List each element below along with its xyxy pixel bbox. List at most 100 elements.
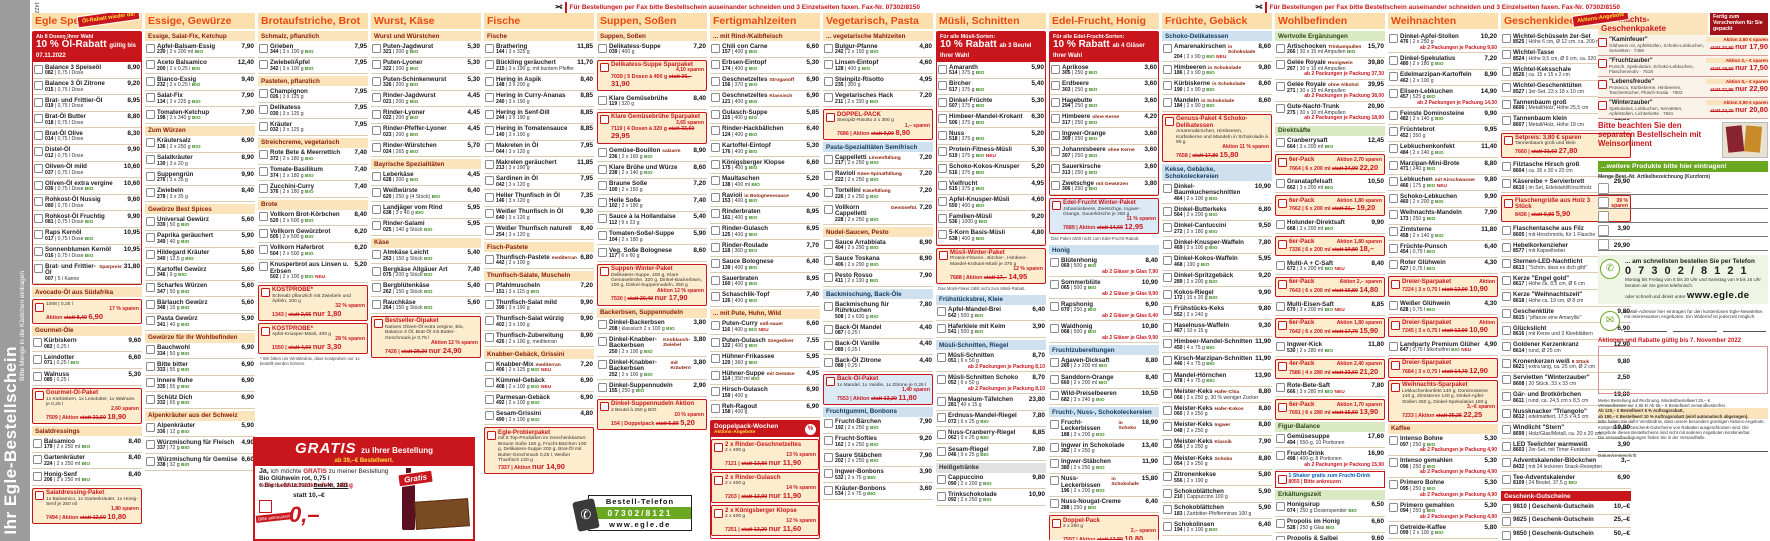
order-qty-box[interactable] [485, 226, 494, 236]
order-qty-box[interactable] [598, 181, 607, 191]
order-qty-box[interactable] [259, 212, 268, 222]
order-qty-box[interactable] [485, 316, 494, 326]
order-qty-box[interactable] [598, 214, 607, 224]
order-qty-box[interactable] [146, 266, 155, 276]
order-qty-box[interactable] [1163, 273, 1172, 283]
order-qty-box[interactable] [1502, 116, 1511, 126]
order-qty-box[interactable] [1278, 280, 1287, 290]
order-qty-box[interactable] [937, 307, 946, 317]
order-qty-box[interactable] [1391, 361, 1400, 371]
order-qty-box[interactable] [146, 378, 155, 388]
order-qty-box[interactable] [711, 292, 720, 302]
order-qty-box[interactable] [1163, 256, 1172, 266]
order-qty-box[interactable] [711, 176, 720, 186]
order-qty-box[interactable] [824, 256, 833, 266]
order-qty-box[interactable] [372, 250, 381, 260]
order-qty-box[interactable] [1050, 391, 1059, 401]
order-qty-box[interactable] [711, 192, 720, 202]
order-qty-box[interactable] [146, 283, 155, 293]
order-qty-box[interactable] [937, 413, 946, 423]
order-qty-box[interactable] [1389, 55, 1398, 65]
order-qty-box[interactable] [1278, 362, 1287, 372]
order-qty-box[interactable] [146, 155, 155, 165]
order-qty-box[interactable] [34, 180, 43, 190]
order-qty-box[interactable] [1163, 206, 1172, 216]
order-qty-box[interactable] [938, 97, 947, 107]
order-qty-box[interactable] [1389, 33, 1398, 43]
order-qty-box[interactable] [261, 288, 270, 298]
order-qty-box[interactable] [372, 171, 381, 181]
order-qty-box[interactable] [937, 352, 946, 362]
order-qty-box[interactable] [1163, 239, 1172, 249]
order-qty-box[interactable] [146, 345, 155, 354]
order-qty-box[interactable] [33, 371, 42, 381]
order-qty-box[interactable] [824, 324, 833, 334]
order-qty-box[interactable] [1278, 402, 1287, 412]
order-qty-box[interactable] [938, 64, 947, 74]
order-qty-box[interactable] [1502, 83, 1511, 93]
order-qty-box[interactable] [1504, 198, 1513, 208]
order-qty-box[interactable] [1502, 408, 1511, 418]
order-qty-box[interactable] [372, 143, 381, 153]
order-qty-box[interactable] [33, 354, 42, 364]
order-qty-box[interactable] [824, 272, 833, 282]
order-qty-box[interactable] [1502, 226, 1511, 236]
order-qty-box[interactable] [714, 475, 723, 485]
order-qty-box[interactable] [711, 126, 720, 136]
order-qty-box[interactable] [1051, 114, 1060, 124]
order-qty-box[interactable] [1389, 524, 1398, 534]
order-qty-box[interactable] [1389, 436, 1398, 446]
order-qty-box[interactable] [146, 138, 155, 148]
order-qty-box[interactable] [485, 43, 494, 53]
order-qty-box[interactable] [711, 60, 720, 70]
order-qty-box[interactable] [372, 126, 381, 136]
order-qty-box[interactable] [35, 391, 44, 401]
order-qty-box[interactable] [598, 43, 607, 53]
order-qty-box[interactable] [1050, 301, 1059, 311]
order-qty-box[interactable] [1502, 503, 1511, 513]
order-qty-box[interactable] [1278, 198, 1287, 208]
order-qty-box[interactable] [146, 109, 155, 119]
order-qty-box[interactable] [485, 361, 494, 371]
order-qty-box[interactable] [374, 319, 383, 329]
order-qty-box[interactable] [485, 394, 494, 404]
order-qty-box[interactable] [1502, 66, 1511, 76]
order-qty-box[interactable] [1276, 535, 1285, 540]
order-qty-box[interactable] [711, 93, 720, 103]
order-qty-box[interactable] [1389, 243, 1398, 253]
order-qty-box[interactable] [1502, 425, 1511, 435]
order-qty-box[interactable] [34, 197, 43, 207]
order-qty-box[interactable] [1502, 474, 1511, 484]
order-qty-box[interactable] [1276, 301, 1285, 311]
order-qty-box[interactable] [1276, 260, 1285, 270]
order-qty-box[interactable] [1163, 488, 1172, 498]
order-qty-box[interactable] [146, 423, 155, 433]
order-qty-box[interactable] [1389, 210, 1398, 220]
order-qty-box[interactable] [1502, 458, 1511, 468]
order-qty-box[interactable] [1276, 434, 1285, 444]
order-qty-box[interactable] [824, 188, 833, 198]
order-qty-box[interactable] [146, 456, 155, 466]
order-qty-box[interactable] [1163, 505, 1172, 515]
order-qty-box[interactable] [824, 43, 833, 53]
order-qty-box[interactable] [485, 143, 494, 153]
order-qty-box[interactable] [34, 64, 43, 74]
order-qty-box[interactable] [938, 230, 947, 240]
email-input-lines[interactable] [1624, 324, 1766, 332]
order-qty-box[interactable] [485, 109, 494, 119]
order-qty-box[interactable] [146, 76, 155, 86]
order-qty-box[interactable] [1502, 309, 1511, 319]
write-in-row[interactable] [1598, 223, 1768, 238]
order-qty-box[interactable] [33, 455, 42, 465]
order-qty-box[interactable] [259, 228, 268, 238]
order-qty-box[interactable] [1504, 136, 1513, 146]
order-qty-box[interactable] [1389, 260, 1398, 270]
order-qty-box[interactable] [1391, 383, 1400, 393]
website-link[interactable]: www.egle.de [609, 520, 671, 529]
order-qty-box[interactable] [35, 302, 44, 312]
order-qty-box[interactable] [711, 275, 720, 285]
order-qty-box[interactable] [259, 245, 268, 255]
order-qty-box[interactable] [711, 259, 720, 269]
order-qty-box[interactable] [711, 209, 720, 219]
order-qty-box[interactable] [33, 438, 42, 448]
